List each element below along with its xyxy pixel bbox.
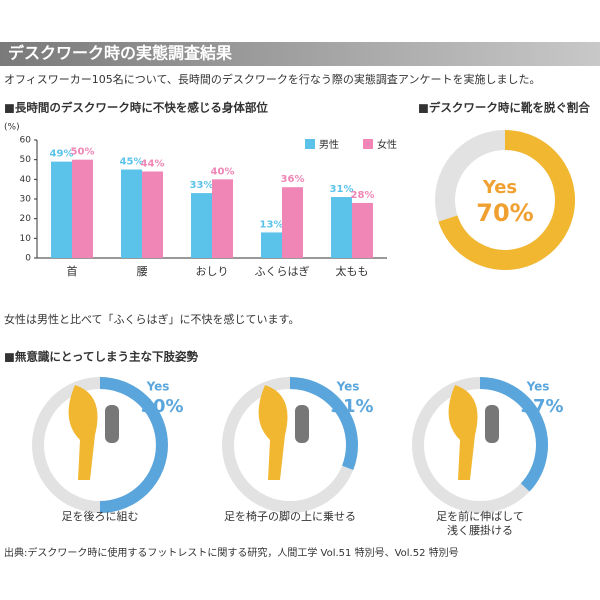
y-tick-label: 20 (20, 214, 32, 224)
bar (352, 202, 373, 258)
value-label: 40% (211, 166, 235, 177)
bar (212, 179, 233, 258)
chart-title: ■無意識にとってしまう主な下肢姿勢 (4, 350, 198, 364)
donut-label: Yes (482, 177, 517, 198)
chair-illustration (485, 405, 499, 443)
caption: 足を後ろに組む (61, 510, 139, 523)
legend-swatch (363, 139, 373, 149)
donut-value: 50% (140, 396, 183, 417)
y-tick-label: 40 (20, 175, 32, 185)
bar (51, 161, 72, 258)
donut-label: Yes (336, 380, 360, 394)
value-label: 36% (281, 174, 305, 185)
x-tick-label: 腰 (137, 265, 148, 278)
bar (142, 171, 163, 258)
donut-arc (289, 377, 358, 471)
chair-illustration (295, 405, 309, 443)
y-tick-label: 30 (20, 195, 32, 205)
chair-illustration (105, 405, 119, 443)
donut-value: 70% (476, 199, 533, 227)
x-tick-label: 太もも (336, 265, 369, 278)
value-label: 49% (50, 149, 74, 160)
y-tick-label: 50 (20, 155, 32, 165)
bar (331, 197, 352, 258)
value-label: 45% (120, 157, 144, 168)
header-title: デスクワーク時の実態調査結果 (8, 44, 232, 63)
y-tick-label: 60 (20, 136, 32, 146)
donut-label: Yes (146, 380, 170, 394)
value-label: 44% (141, 158, 165, 169)
bar (121, 169, 142, 258)
leg-illustration (258, 385, 288, 480)
source: 出典:デスクワーク時に使用するフットレストに関する研究，人間工学 Vol.51 … (4, 546, 459, 559)
intro: オフィスワーカー105名について、長時間のデスクワークを行なう際の実態調査アンケ… (4, 72, 540, 86)
bar (72, 159, 93, 258)
leg-illustration (68, 385, 98, 480)
x-tick-label: ふくらはぎ (255, 264, 310, 278)
y-tick-label: 0 (25, 254, 31, 264)
value-label: 50% (71, 147, 95, 158)
value-label: 33% (190, 180, 214, 191)
donut-arc (438, 130, 575, 270)
leg-illustration (448, 385, 478, 480)
caption: 足を前に伸ばして 浅く腰掛ける (436, 510, 524, 537)
value-label: 28% (351, 190, 375, 201)
header-bar (0, 42, 600, 66)
x-tick-label: おしり (196, 265, 229, 278)
legend-swatch (305, 139, 315, 149)
donut-value: 37% (520, 396, 563, 417)
donut-value: 31% (330, 396, 373, 417)
bar (261, 232, 282, 258)
value-label: 31% (330, 184, 354, 195)
donut-arc (479, 377, 548, 492)
x-tick-label: 首 (67, 264, 78, 278)
y-tick-label: 10 (20, 234, 32, 244)
donut-label: Yes (526, 380, 550, 394)
y-unit: (%) (4, 123, 20, 133)
caption: 足を椅子の脚の上に乗せる (224, 510, 356, 523)
note: 女性は男性と比べて「ふくらはぎ」に不快を感じています。 (4, 312, 299, 326)
donut-arc (99, 377, 168, 513)
legend-label: 男性 (319, 138, 339, 151)
bar (191, 193, 212, 258)
bar (282, 187, 303, 258)
value-label: 13% (260, 219, 284, 230)
chart-title: ■デスクワーク時に靴を脱ぐ割合 (418, 101, 590, 115)
chart-title: ■長時間のデスクワーク時に不快を感じる身体部位 (4, 101, 268, 115)
legend-label: 女性 (377, 138, 397, 151)
